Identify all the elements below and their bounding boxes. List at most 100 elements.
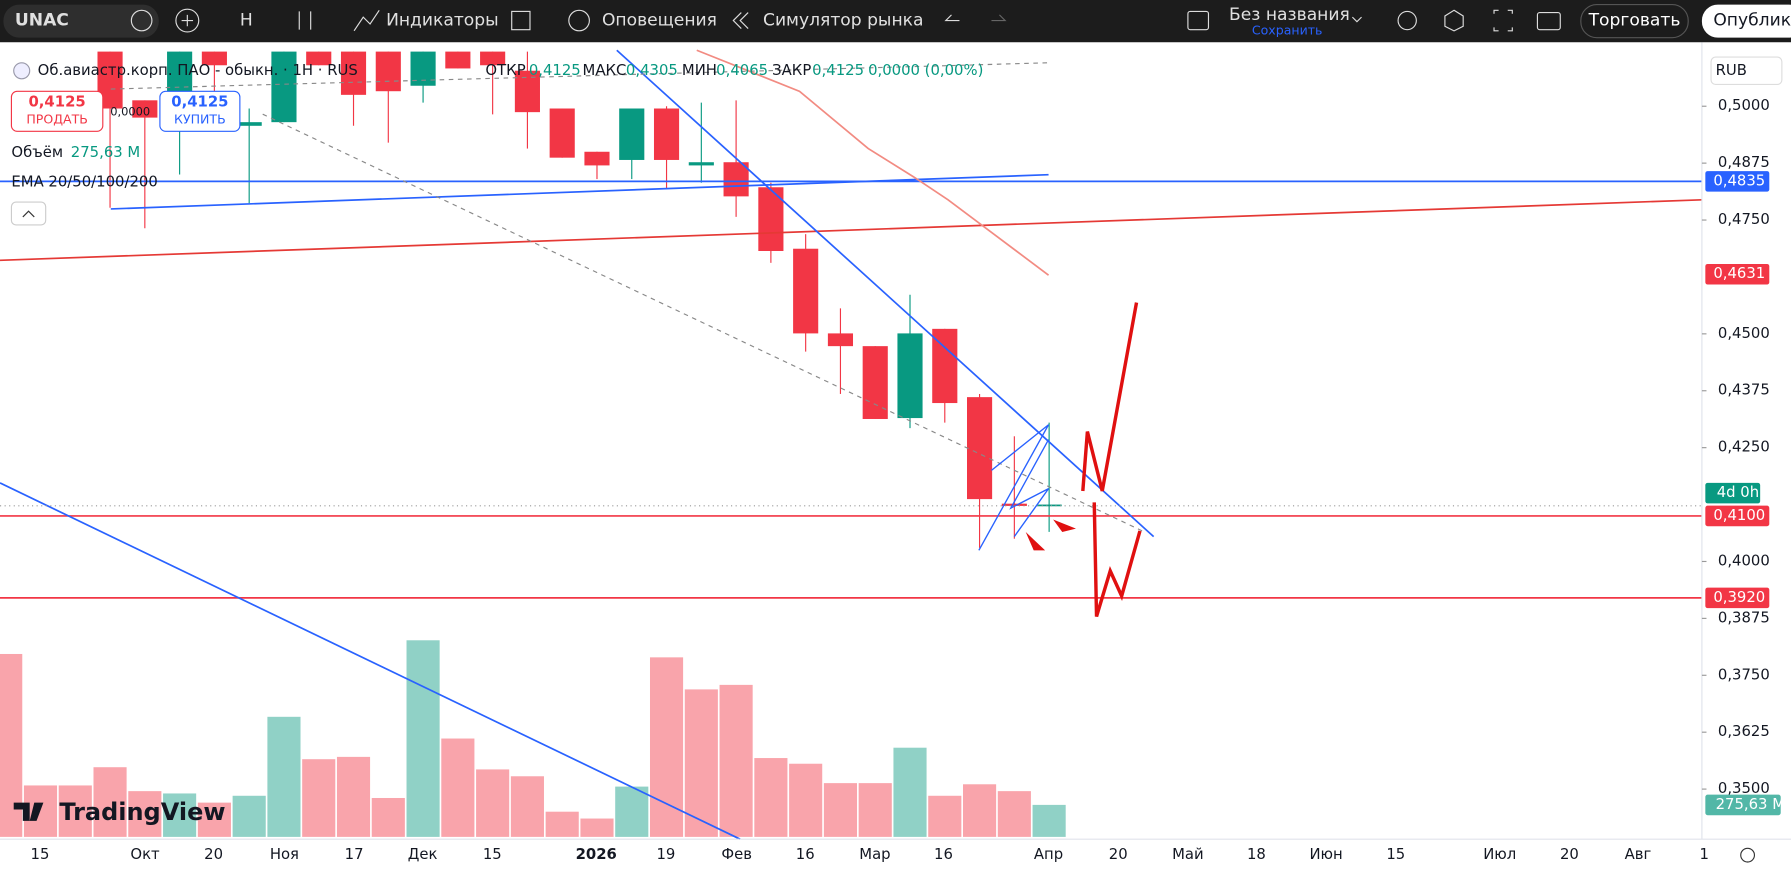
redo[interactable] [991,14,1007,22]
axis: 0,5000 0,4875 0,4750 0,4500 0,4375 0,4250 0,40… [1701,97,1785,816]
pattern [978,424,1050,551]
candle-body [236,122,262,126]
symbol-title: Об.авиастр.корп. ПАО - обыкн. · 1Н · RUS [38,62,358,79]
trade-button[interactable] [1580,3,1689,39]
chevron[interactable] [1351,16,1362,23]
volume-bar [302,759,336,837]
settings[interactable] [1444,9,1464,32]
candle-body [375,51,401,92]
volume-bar [580,818,614,837]
volume-bar [197,802,231,837]
y-tick-label: 0,5000 [1718,97,1770,114]
sell-button[interactable] [10,90,104,132]
volume-bar [163,793,197,837]
templates-icon[interactable] [511,10,531,31]
candle-body [445,51,471,69]
dashed-line [110,62,1049,90]
x-tick-label: 2026 [576,846,617,863]
icon[interactable] [1397,10,1417,31]
volume-bar [858,783,892,837]
volume-bar [649,657,684,837]
symbol: UNAC [15,11,69,31]
legend-label: ОТКР [485,62,525,79]
x-tick-label: 16 [934,846,953,863]
collapse-button[interactable] [10,201,47,226]
drawings [0,49,1702,840]
candle-body [132,100,158,118]
layout-icon[interactable] [1187,10,1210,31]
toolbar-bg [0,0,1791,43]
hand-drawn [1081,302,1139,492]
legend-value: 0,4065 [716,62,768,79]
x-tick-label: Фев [721,846,752,863]
volume-value: 275,63 M [71,144,140,161]
pattern [1009,439,1050,538]
price-label: 0,3920 [1713,589,1765,606]
candle-body [1001,503,1027,506]
candle-body [201,51,227,66]
buy-label: КУПИТЬ [174,111,226,126]
volume-bar [997,791,1031,837]
symbol-search[interactable] [3,4,159,38]
candle-body [932,328,958,404]
publish-button[interactable] [1701,4,1791,38]
layout-name[interactable]: Без названия [1229,5,1350,25]
chart-type-icon[interactable] [298,11,312,30]
brand: TradingView [59,798,225,826]
buy-button[interactable] [159,90,241,132]
volume-bar [754,758,788,837]
price-label: 0,4835 [1713,172,1765,189]
fullscreen[interactable] [1493,9,1513,32]
add-symbol[interactable] [175,8,200,33]
price-label-bg [1705,171,1770,192]
legend-label: МАКС [583,62,627,79]
x-tick-label: Июл [1483,846,1516,863]
volume-bar [1032,804,1066,837]
alerts[interactable]: Оповещения [602,11,717,31]
icon[interactable] [130,9,153,32]
candle-body [653,108,680,160]
undo[interactable] [944,14,960,22]
interval[interactable]: Н [240,11,253,31]
volume-bar [545,811,579,837]
ema-label: EMA 20/50/100/200 [11,174,157,191]
screenshot[interactable] [1536,11,1561,31]
x-tick-label: 20 [204,846,223,863]
volume-bar [93,767,127,837]
countdown: 4d 0h [1717,484,1759,501]
candle-body [549,108,575,158]
x-tick-label: 15 [483,846,502,863]
trend-line [616,49,1155,538]
settings-icon[interactable] [1740,847,1756,863]
legend-value: 0,4125 [812,62,864,79]
x-tick-label: Июн [1309,846,1342,863]
price-label-bg [1705,263,1770,285]
x-tick-label: Дек [408,846,438,863]
candle-body [688,162,714,166]
replay[interactable]: Симулятор рынка [763,11,923,31]
trend-line [110,173,1049,210]
plot [0,51,1702,837]
currency-button[interactable] [1710,56,1783,86]
y-tick-label: 0,3625 [1718,723,1770,740]
volume-bar [267,716,301,837]
x-tick-label: Окт [130,846,160,863]
x-tick-label: 18 [1247,846,1266,863]
price-label: 0,4631 [1713,265,1765,282]
x-tick-label: Май [1172,846,1204,863]
candle-body [306,51,332,66]
candle-body [584,151,610,166]
x-tick-label: 15 [31,846,50,863]
save[interactable]: Сохранить [1252,22,1323,37]
brand-logo [13,802,44,821]
x-tick-label: 16 [796,846,815,863]
volume-bar [719,684,753,837]
y-tick-label: 0,4000 [1718,552,1770,569]
volume-bar [371,797,405,837]
volume-bar [615,786,649,837]
legend-value: 0,4125 [529,62,581,79]
volume-bar [823,783,858,837]
x-tick-label: 20 [1109,846,1128,863]
indicators[interactable]: Индикаторы [386,11,499,31]
